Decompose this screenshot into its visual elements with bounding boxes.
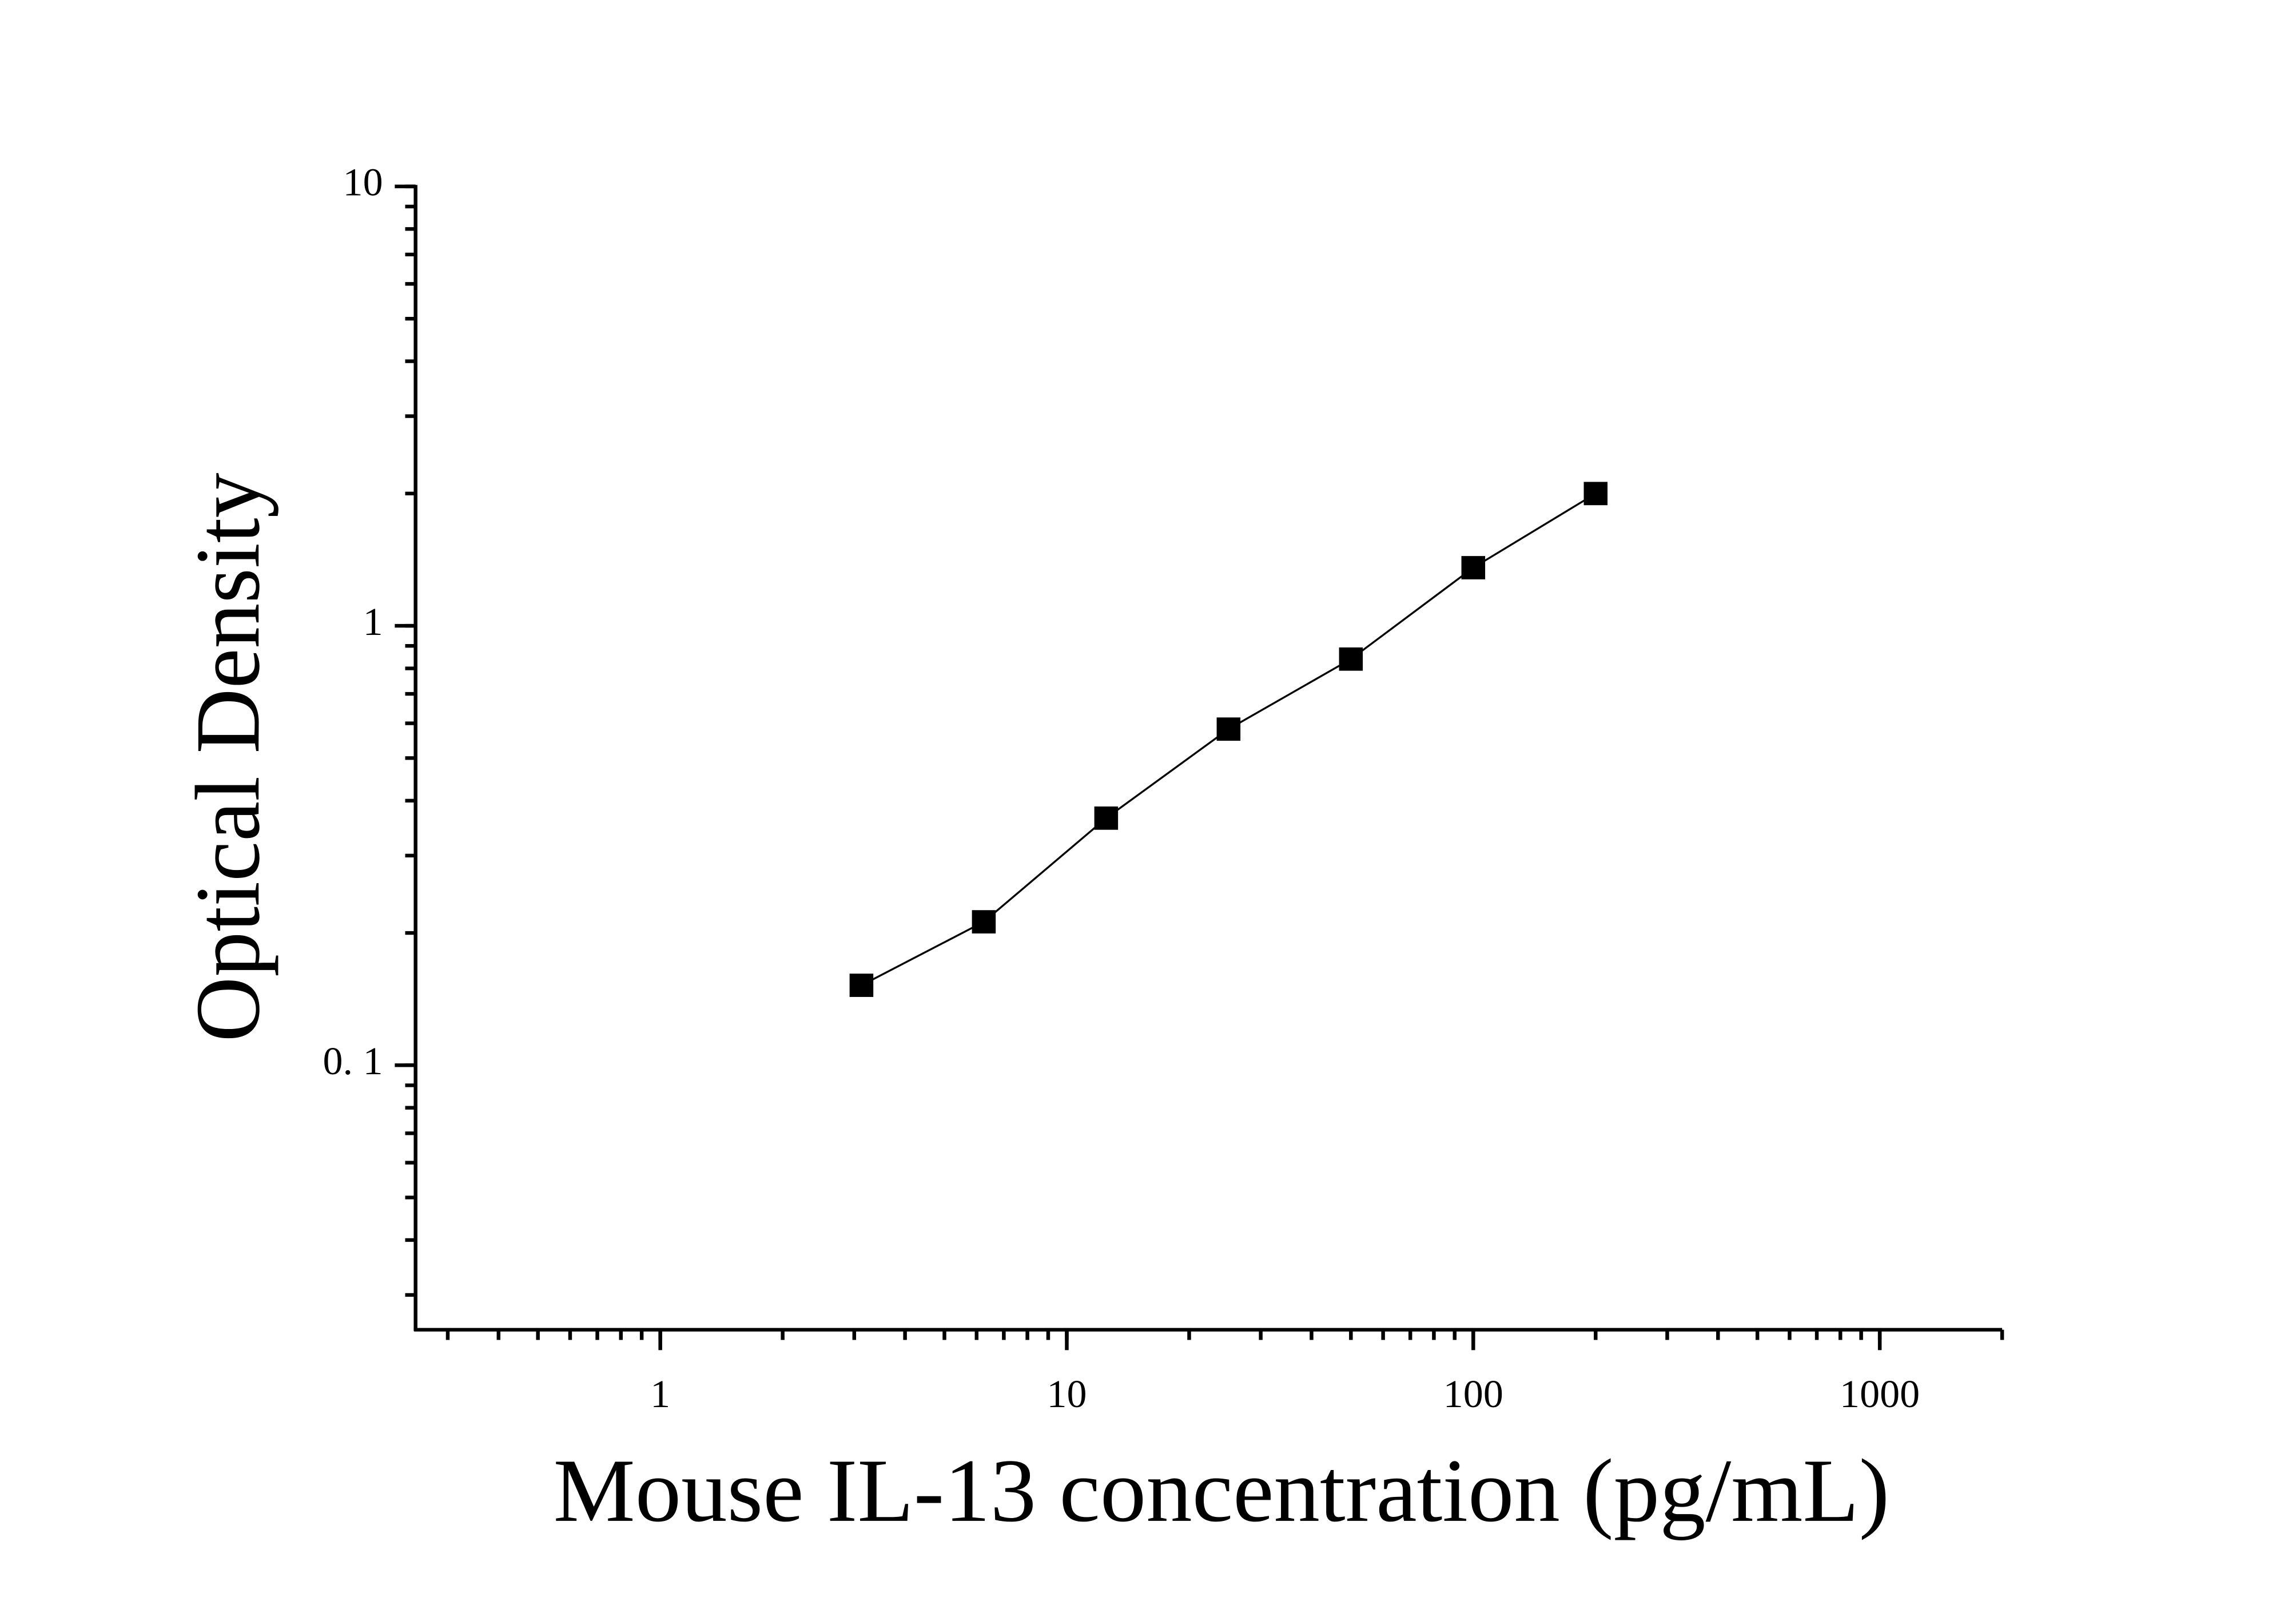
- x-tick-label: 10: [1046, 1373, 1087, 1416]
- y-tick-label: 10: [343, 161, 383, 204]
- x-tick-label: 1000: [1840, 1373, 1920, 1416]
- x-tick-label: 100: [1443, 1373, 1503, 1416]
- x-axis-title: Mouse IL-13 concentration (pg/mL): [554, 1441, 1890, 1540]
- data-point: [1583, 482, 1608, 506]
- data-point: [1339, 647, 1363, 671]
- data-point: [849, 974, 874, 997]
- data-point: [1216, 717, 1241, 741]
- x-tick-label: 1: [650, 1373, 670, 1416]
- data-point: [1094, 806, 1119, 830]
- y-tick-label: 0. 1: [323, 1040, 383, 1083]
- y-tick-label: 1: [363, 600, 383, 643]
- data-point: [1461, 556, 1486, 579]
- data-point: [972, 910, 996, 933]
- y-axis-title: Optical Density: [177, 472, 279, 1042]
